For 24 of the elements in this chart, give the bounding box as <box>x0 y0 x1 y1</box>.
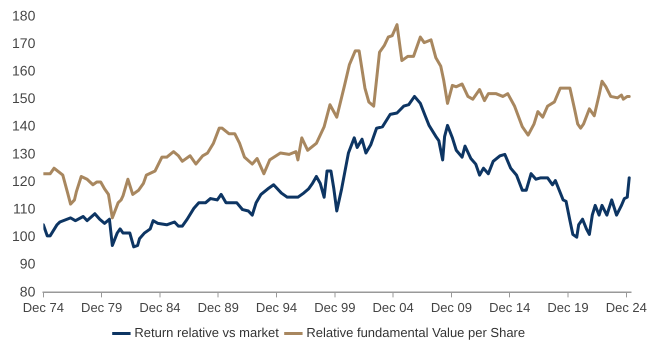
x-tick-label: Dec 94 <box>256 300 298 315</box>
x-tick-label: Dec 99 <box>314 300 356 315</box>
x-tick-label: Dec 84 <box>139 300 181 315</box>
x-tick-label: Dec 79 <box>81 300 122 315</box>
y-tick-label: 160 <box>12 62 36 78</box>
x-tick-label: Dec 09 <box>430 300 472 315</box>
x-tick-label: Dec 89 <box>198 300 239 315</box>
x-tick-label: Dec 04 <box>372 300 414 315</box>
y-tick-label: 120 <box>12 172 36 189</box>
y-tick-label: 140 <box>12 118 36 134</box>
y-tick-label: 170 <box>12 34 36 51</box>
x-tick-label: Dec 74 <box>22 300 64 315</box>
y-tick-label: 80 <box>20 283 36 300</box>
y-tick-label: 110 <box>13 200 36 216</box>
y-tick-label: 180 <box>12 7 36 24</box>
x-tick-label: Dec 19 <box>547 300 589 315</box>
y-tick-label: 90 <box>20 256 36 272</box>
legend-label: Return relative vs market <box>134 325 280 340</box>
legend-label: Relative fundamental Value per Share <box>306 325 526 340</box>
y-tick-label: 130 <box>12 145 36 162</box>
y-tick-label: 100 <box>12 228 36 244</box>
x-tick-label: Dec 24 <box>606 300 647 315</box>
x-tick-label: Dec 14 <box>489 300 530 315</box>
y-tick-label: 150 <box>12 90 36 106</box>
